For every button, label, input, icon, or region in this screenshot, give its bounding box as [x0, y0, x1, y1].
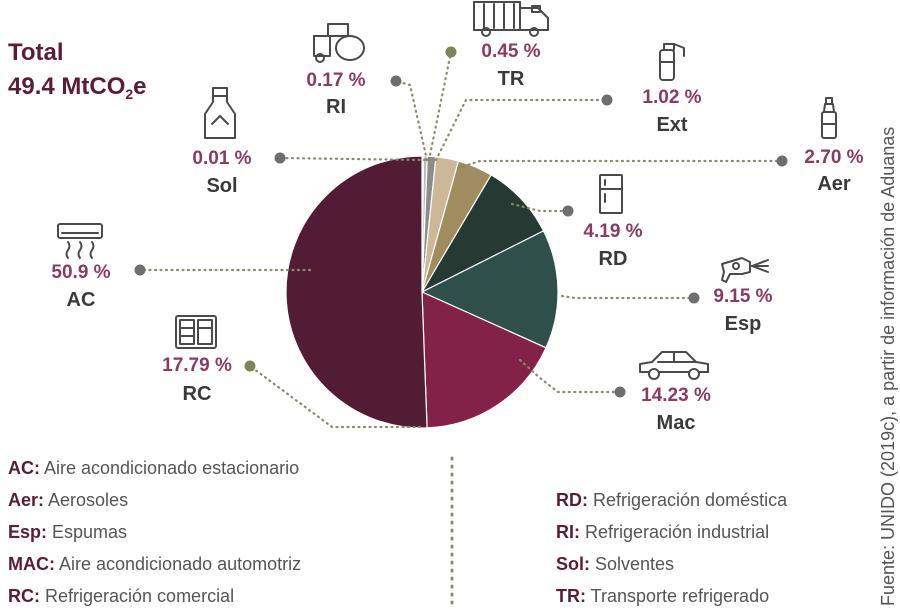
legend-description: Refrigeración industrial — [580, 522, 770, 542]
legend-description: Transporte refrigerado — [586, 586, 770, 606]
leader-dot-ri — [390, 75, 402, 87]
legend-abbr: Esp: — [8, 522, 48, 542]
total-emissions: Total 49.4 MtCO2e — [8, 36, 147, 111]
category-label-mac: Mac — [657, 412, 696, 434]
legend-description: Refrigeración comercial — [40, 586, 235, 606]
legend-right-item: TR: Transporte refrigerado — [556, 580, 787, 612]
value-label-rd: 4.19 % — [583, 221, 642, 242]
leader-line-ext — [434, 98, 609, 162]
legend-abbr: RC: — [8, 586, 40, 606]
pie-slices — [285, 155, 559, 429]
value-label-mac: 14.23 % — [641, 385, 711, 406]
leader-line-rd — [510, 202, 570, 213]
legend-left-item: AC: Aire acondicionado estacionario — [8, 452, 301, 484]
legend-right-item: RI: Refrigeración industrial — [556, 516, 787, 548]
car-icon — [639, 351, 709, 380]
category-label-ri: RI — [326, 96, 346, 118]
leader-line-tr — [427, 50, 453, 162]
leader-dot-aer — [776, 155, 788, 167]
pie-slice-mac — [420, 230, 559, 349]
milk-bottle-icon — [204, 87, 236, 139]
source-note: Fuente: UNIDO (2019c), a partir de infor… — [878, 126, 898, 606]
leader-line-esp — [560, 294, 696, 300]
refrigerated-truck-icon — [473, 1, 549, 37]
total-label: Total — [8, 39, 64, 66]
leader-line-aer — [456, 159, 784, 170]
legend-abbr: Aer: — [8, 490, 45, 510]
category-label-aer: Aer — [817, 173, 851, 195]
pie-slice-rc — [421, 291, 547, 429]
legend-abbr: AC: — [8, 458, 40, 478]
aerosol-can-icon — [821, 97, 837, 139]
leader-dot-sol — [274, 152, 286, 164]
total-value-subscript: 2 — [125, 86, 134, 102]
legend-description: Aire acondicionado automotriz — [55, 554, 302, 574]
refrigerator-icon — [599, 174, 623, 214]
legend-description: Aerosoles — [44, 490, 129, 510]
legend-description: Refrigeración doméstica — [588, 490, 788, 510]
legend-description: Aire acondicionado estacionario — [40, 458, 300, 478]
legend-abbr: RD: — [556, 490, 588, 510]
legend-right: RD: Refrigeración doméstica RI: Refrigera… — [556, 484, 787, 612]
legend-abbr: Sol: — [556, 554, 590, 574]
leader-dot-mac — [614, 386, 626, 398]
value-label-rc: 17.79 % — [162, 355, 232, 376]
legend-abbr: MAC: — [8, 554, 55, 574]
category-icons — [57, 1, 837, 380]
leader-line-mac — [518, 358, 622, 394]
value-label-ac: 50.9 % — [51, 262, 110, 283]
category-label-ext: Ext — [656, 114, 687, 136]
legend-description: Espumas — [47, 522, 128, 542]
legend-left-item: Aer: Aerosoles — [8, 484, 301, 516]
value-label-sol: 0.01 % — [192, 148, 251, 169]
legend-right-item: RD: Refrigeración doméstica — [556, 484, 787, 516]
legend-left-item: RC: Refrigeración comercial — [8, 580, 301, 612]
leader-dot-tr — [445, 46, 457, 58]
legend-description: Solventes — [590, 554, 675, 574]
value-label-ext: 1.02 % — [642, 87, 701, 108]
value-label-aer: 2.70 % — [804, 147, 863, 168]
leader-line-sol — [278, 156, 427, 162]
air-conditioner-icon — [57, 223, 103, 259]
leader-dot-ac — [134, 264, 146, 276]
leader-dot-rc — [244, 360, 256, 372]
legend-right-item: Sol: Solventes — [556, 548, 787, 580]
value-label-esp: 9.15 % — [713, 286, 772, 307]
slice-labels: 0.01 % Sol 0.17 % RI 0.45 % TR 1.02 % Ext 2.70 %… — [51, 41, 863, 434]
leader-dot-esp — [688, 292, 700, 304]
leader-dot-ext — [601, 94, 613, 106]
category-label-esp: Esp — [725, 313, 762, 335]
legend-abbr: TR: — [556, 586, 586, 606]
industrial-tank-icon — [313, 23, 365, 63]
leader-line-ri — [394, 79, 429, 162]
pie-slice-ac — [285, 155, 428, 429]
total-value-main: 49.4 MtCO — [8, 73, 126, 100]
commercial-fridge-icon — [175, 315, 217, 349]
value-label-ri: 0.17 % — [306, 70, 365, 91]
legend-left-item: Esp: Espumas — [8, 516, 301, 548]
category-label-rd: RD — [599, 248, 628, 270]
category-label-tr: TR — [498, 68, 525, 90]
total-value: 49.4 MtCO2e — [8, 70, 147, 111]
category-label-rc: RC — [183, 383, 212, 405]
leader-dot-rd — [562, 205, 574, 217]
legend-left-item: MAC: Aire acondicionado automotriz — [8, 548, 301, 580]
legend-abbr: RI: — [556, 522, 580, 542]
total-value-tail: e — [133, 73, 147, 100]
category-label-ac: AC — [67, 289, 96, 311]
leader-lines — [134, 46, 788, 429]
foam-spray-gun-icon — [721, 257, 769, 283]
value-label-tr: 0.45 % — [481, 41, 540, 62]
leader-line-rc — [248, 364, 422, 429]
fire-extinguisher-icon — [659, 43, 685, 81]
legend-left: AC: Aire acondicionado estacionario Aer: … — [8, 452, 301, 612]
category-label-sol: Sol — [206, 175, 237, 197]
